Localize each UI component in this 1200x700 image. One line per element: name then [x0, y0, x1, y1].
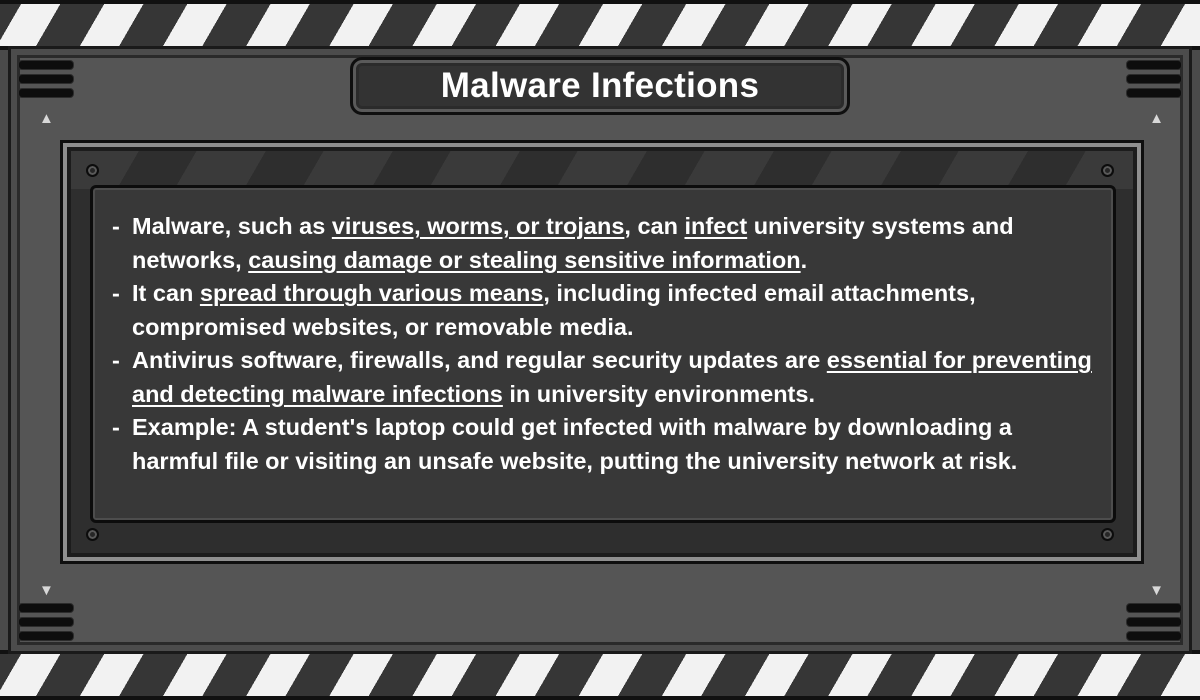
- arrow-up-icon: ▲: [39, 110, 54, 127]
- bullet-text: in university environments.: [502, 380, 815, 407]
- arrow-down-icon: ▼: [39, 582, 54, 599]
- arrow-up-icon: ▲: [1149, 110, 1164, 127]
- bullet-marker: -: [112, 280, 120, 306]
- page-title: Malware Infections: [440, 66, 760, 105]
- bullet-text: .: [800, 246, 808, 273]
- hazard-stripe-bottom: [0, 650, 1200, 700]
- bolt-icon: [86, 528, 99, 541]
- bullet-item: - Antivirus software, firewalls, and regu…: [112, 344, 1102, 411]
- vent-top-left: [18, 60, 74, 102]
- bolt-icon: [86, 164, 99, 177]
- underlined-phrase: spread through various means: [199, 280, 544, 306]
- hazard-stripe-top: [0, 0, 1200, 50]
- bullet-marker: -: [112, 347, 120, 373]
- bullet-text: , including infected email attachments, …: [132, 280, 976, 340]
- vent-top-right: [1126, 60, 1182, 102]
- underlined-phrase: causing damage or stealing sensitive inf…: [248, 246, 801, 273]
- vent-bottom-right: [1126, 603, 1182, 645]
- underlined-phrase: infect: [684, 213, 748, 239]
- bullet-marker: -: [112, 213, 120, 239]
- bullet-item: - It can spread through various means, in…: [112, 277, 1102, 344]
- bullet-text: Antivirus software, firewalls, and regul…: [132, 347, 827, 373]
- content-screen: [90, 185, 1116, 523]
- arrow-down-icon: ▼: [1149, 582, 1164, 599]
- bolt-icon: [1101, 528, 1114, 541]
- bullet-list: - Malware, such as viruses, worms, or tro…: [112, 210, 1102, 478]
- bullet-text: Example: A student's laptop could get in…: [132, 414, 1018, 474]
- bullet-text: It can: [132, 280, 200, 306]
- underlined-phrase: essential for preventing and detecting m…: [132, 347, 1092, 407]
- vent-bottom-left: [18, 603, 74, 645]
- bullet-text: , can: [624, 213, 685, 239]
- bolt-icon: [1101, 164, 1114, 177]
- bullet-text: university systems and networks,: [132, 213, 1014, 273]
- bullet-text: Malware, such as: [132, 213, 332, 239]
- title-plate: Malware Infections: [350, 57, 850, 115]
- bullet-item: - Malware, such as viruses, worms, or tro…: [112, 210, 1102, 277]
- underlined-phrase: viruses, worms, or trojans: [331, 213, 625, 239]
- bullet-item: - Example: A student's laptop could get i…: [112, 411, 1102, 478]
- bullet-marker: -: [112, 414, 120, 440]
